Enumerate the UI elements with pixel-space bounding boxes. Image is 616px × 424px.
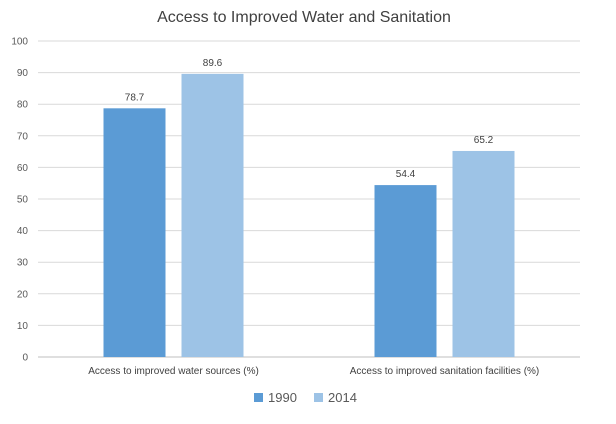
y-tick-label: 30 [17,258,29,269]
bar-2014 [452,150,515,357]
bar-2014 [181,73,244,357]
data-label: 78.7 [125,92,145,103]
x-axis-categories: Access to improved water sources (%) Acce… [88,366,539,377]
y-tick-label: 0 [22,353,28,364]
category-label: Access to improved water sources (%) [88,366,259,377]
y-tick-label: 70 [17,131,29,142]
y-axis-ticks: 0 10 20 30 40 50 60 70 80 90 100 [11,37,28,364]
y-tick-label: 50 [17,195,29,206]
data-labels: 78.7 89.6 54.4 65.2 [125,58,494,180]
legend-swatch-2014 [314,393,323,402]
category-label: Access to improved sanitation facilities… [350,366,540,377]
y-tick-label: 90 [17,68,29,79]
bar-1990 [103,108,166,357]
legend: 1990 2014 [254,390,357,405]
data-label: 89.6 [203,58,223,69]
legend-label: 1990 [268,390,297,405]
y-tick-label: 60 [17,163,29,174]
data-label: 65.2 [474,135,494,146]
y-tick-label: 10 [17,321,29,332]
chart-title: Access to Improved Water and Sanitation [157,9,451,26]
legend-label: 2014 [328,390,357,405]
bars [103,73,515,357]
y-tick-label: 20 [17,289,29,300]
data-label: 54.4 [396,169,416,180]
bar-1990 [374,185,437,357]
y-tick-label: 80 [17,100,29,111]
y-tick-label: 100 [11,37,28,48]
legend-swatch-1990 [254,393,263,402]
y-tick-label: 40 [17,226,29,237]
